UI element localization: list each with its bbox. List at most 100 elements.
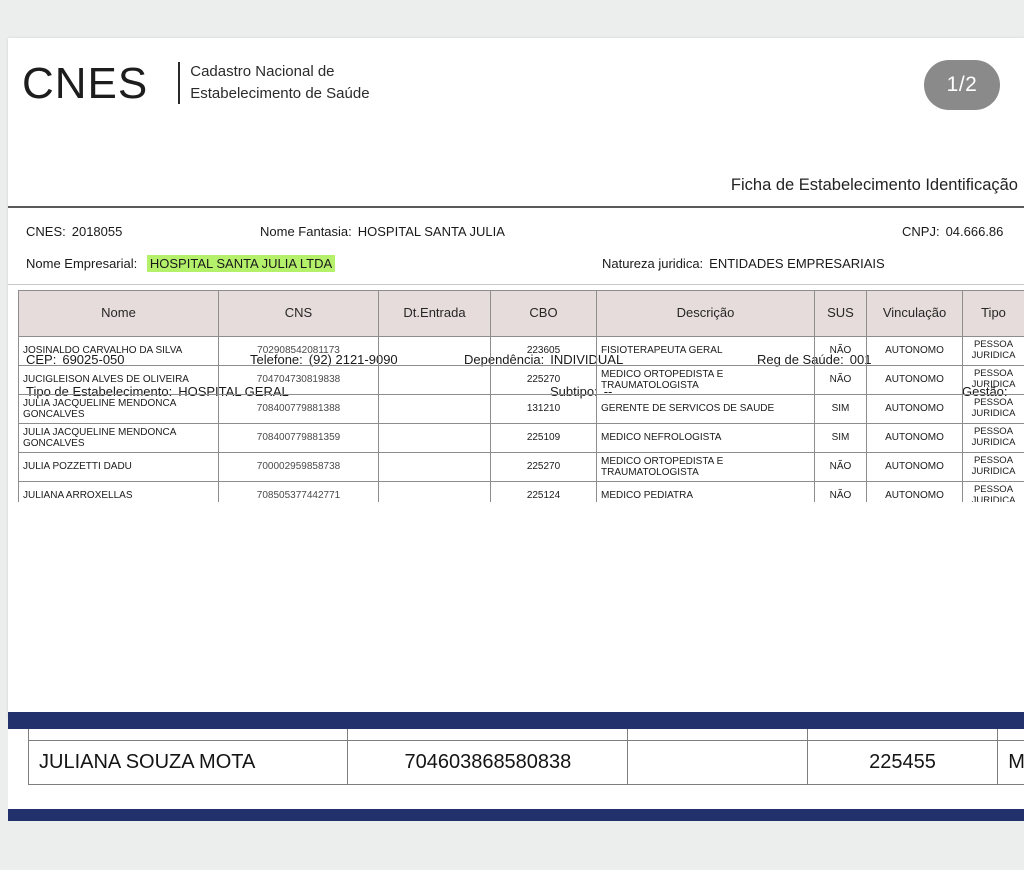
zoom-cell-dt-entrada [627,740,808,785]
column-header-descricao[interactable]: Descrição [596,290,815,337]
cell-tipo: PESSOA JURIDICA [962,365,1024,395]
cell-tipo: PESSOA JURIDICA [962,481,1024,502]
cell-vinculacao: AUTONOMO [866,394,963,424]
table-body: JOSINALDO CARVALHO DA SILVA 7029085420811… [18,336,1024,502]
table-header-row: Nome CNS Dt.Entrada CBO Descrição SUS Vi… [18,290,1024,337]
field-nome-fantasia-value: HOSPITAL SANTA JULIA [357,224,505,239]
table-row[interactable]: JULIANA ARROXELLAS 708505377442771 225124 M… [18,481,1024,502]
field-nome-empresarial-value: HOSPITAL SANTA JULIA LTDA [146,255,336,272]
cell-sus: NÃO [814,481,867,502]
cell-tipo: PESSOA JURIDICA [962,336,1024,366]
magnified-table-row[interactable]: JULIANA SOUZA MOTA 704603868580838 225455 M… [27,740,1024,785]
field-cnes-value: 2018055 [71,224,123,239]
table-row[interactable]: JULIA JACQUELINE MENDONCA GONCALVES 70840… [18,394,1024,424]
column-header-dt-entrada[interactable]: Dt.Entrada [378,290,491,337]
table-row[interactable]: JOSINALDO CARVALHO DA SILVA 7029085420811… [18,336,1024,366]
column-header-cns[interactable]: CNS [218,290,379,337]
cell-cns: 708505377442771 [218,481,379,502]
document-sheet: CNES Cadastro Nacional de Estabeleciment… [8,38,1024,718]
identification-divider-rule [8,284,1024,285]
cnes-tagline-line1: Cadastro Nacional de [190,63,335,80]
cell-dt-entrada [378,365,491,395]
table-row[interactable]: JUCIGLEISON ALVES DE OLIVEIRA 70470473081… [18,365,1024,395]
professionals-table-wrapper: Nome CNS Dt.Entrada CBO Descrição SUS Vi… [18,290,1024,502]
cnes-logo: CNES Cadastro Nacional de Estabeleciment… [22,56,370,106]
top-background-strip [0,0,1024,38]
cell-cbo: 131210 [490,394,597,424]
cell-descricao: MEDICO ORTOPEDISTA E TRAUMATOLOGISTA [596,452,815,482]
cell-sus: NÃO [814,452,867,482]
cell-descricao: MEDICO NEFROLOGISTA [596,423,815,453]
cell-dt-entrada [378,336,491,366]
cell-cbo: 223605 [490,336,597,366]
logo-divider-rule [178,62,181,104]
cnes-wordmark: CNES [22,59,149,108]
column-header-tipo[interactable]: Tipo [962,290,1024,337]
cell-tipo: PESSOA JURIDICA [962,423,1024,453]
cell-nome: JOSINALDO CARVALHO DA SILVA [18,336,219,366]
zoom-cell-cns: 704603868580838 [347,740,629,785]
cell-descricao: MEDICO PEDIATRA [596,481,815,502]
zoom-cell-cbo: 225455 [806,740,999,785]
ident-row-2: Nome Empresarial: HOSPITAL SANTA JULIA L… [18,250,1014,282]
magnifier-bottom-bar [8,809,1024,821]
field-natureza-juridica: Natureza juridica: ENTIDADES EMPRESARIAIS [602,256,885,271]
document-subtitle: Ficha de Estabelecimento Identificação [730,176,1018,194]
field-cnes-label: CNES: [26,224,66,239]
cell-tipo: PESSOA JURIDICA [962,452,1024,482]
table-head: Nome CNS Dt.Entrada CBO Descrição SUS Vi… [18,290,1024,337]
cell-vinculacao: AUTONOMO [866,365,963,395]
column-header-nome[interactable]: Nome [18,290,219,337]
zoom-cell-descricao: MEDICO ENDOCRIN [997,740,1024,785]
cell-descricao: FISIOTERAPEUTA GERAL [596,336,815,366]
cell-sus: NÃO [814,365,867,395]
cell-cns: 708400779881359 [218,423,379,453]
field-natureza-juridica-label: Natureza juridica: [602,256,704,271]
field-natureza-juridica-value: ENTIDADES EMPRESARIAIS [709,256,885,271]
cell-nome: JULIA POZZETTI DADU [18,452,219,482]
cell-cbo: 225270 [490,365,597,395]
cell-vinculacao: AUTONOMO [866,452,963,482]
field-cnes: CNES: 2018055 [26,224,122,239]
cell-tipo: PESSOA JURIDICA [962,394,1024,424]
bottom-background-strip [0,821,1024,870]
ident-row-1: CNES: 2018055 Nome Fantasia: HOSPITAL SANT… [18,218,1014,250]
column-header-sus[interactable]: SUS [814,290,867,337]
cell-vinculacao: AUTONOMO [866,481,963,502]
cell-sus: SIM [814,423,867,453]
table-row[interactable]: JULIA JACQUELINE MENDONCA GONCALVES 70840… [18,423,1024,453]
field-nome-empresarial-label: Nome Empresarial: [26,256,138,271]
cell-cbo: 225124 [490,481,597,502]
cell-sus: SIM [814,394,867,424]
field-cnpj: CNPJ: 04.666.86 [902,224,1003,239]
column-header-vinculacao[interactable]: Vinculação [866,290,963,337]
field-cnpj-label: CNPJ: [902,224,940,239]
zoom-cell-nome: JULIANA SOUZA MOTA [27,740,349,785]
header-divider-rule [8,206,1024,208]
magnifier-top-bar [8,712,1024,729]
cell-descricao: GERENTE DE SERVICOS DE SAUDE [596,394,815,424]
table-row[interactable]: JULIA POZZETTI DADU 700002959858738 225270… [18,452,1024,482]
cell-cns: 708400779881388 [218,394,379,424]
cell-vinculacao: AUTONOMO [866,336,963,366]
cnes-tagline-line2: Estabelecimento de Saúde [190,84,370,102]
cell-nome: JULIA JACQUELINE MENDONCA GONCALVES [18,423,219,453]
professionals-table: Nome CNS Dt.Entrada CBO Descrição SUS Vi… [18,290,1024,502]
cell-cns: 700002959858738 [218,452,379,482]
cell-dt-entrada [378,423,491,453]
cell-dt-entrada [378,394,491,424]
cell-cbo: 225109 [490,423,597,453]
cell-nome: JUCIGLEISON ALVES DE OLIVEIRA [18,365,219,395]
column-header-cbo[interactable]: CBO [490,290,597,337]
cell-nome: JULIA JACQUELINE MENDONCA GONCALVES [18,394,219,424]
document-header: CNES Cadastro Nacional de Estabeleciment… [8,38,1024,160]
cell-vinculacao: AUTONOMO [866,423,963,453]
field-cnpj-value: 04.666.86 [945,224,1004,239]
cnes-tagline: Cadastro Nacional de Estabelecimento de … [190,56,369,105]
page-counter-badge[interactable]: 1/2 [924,60,1000,110]
field-nome-empresarial: Nome Empresarial: HOSPITAL SANTA JULIA L… [26,255,336,272]
cell-cbo: 225270 [490,452,597,482]
cell-dt-entrada [378,452,491,482]
field-nome-fantasia-label: Nome Fantasia: [260,224,352,239]
